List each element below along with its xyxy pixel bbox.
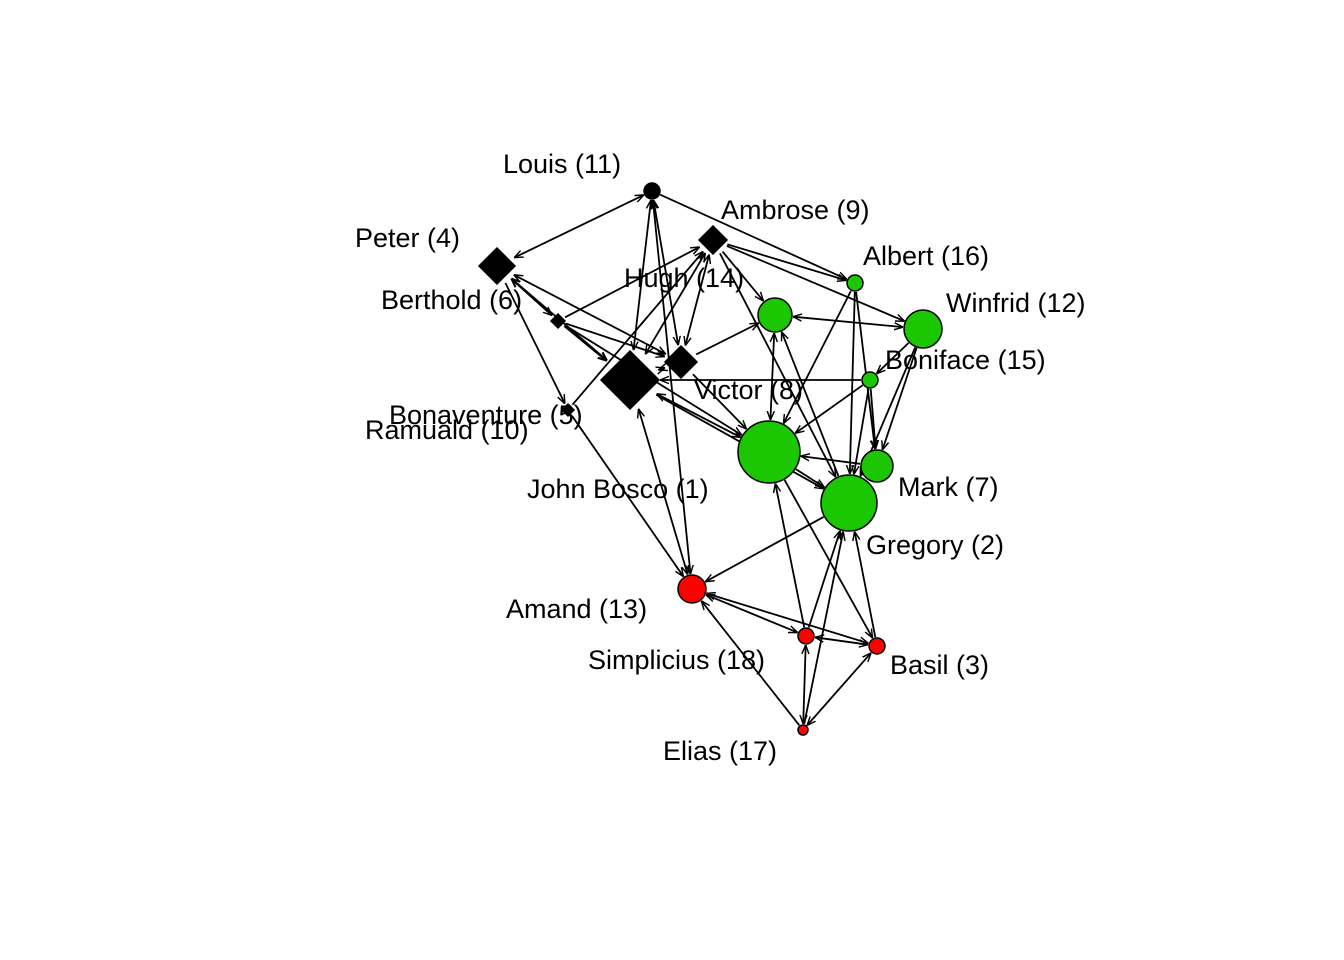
node-label-1: John Bosco (1) [527, 474, 709, 504]
edge-1-3 [783, 479, 873, 638]
node-16[interactable] [846, 274, 864, 292]
edge-16-1 [784, 290, 852, 424]
edge-9-16 [727, 243, 846, 280]
node-15[interactable] [861, 371, 879, 389]
node-12[interactable] [903, 309, 943, 349]
node-9[interactable] [697, 224, 729, 256]
edge-11-16 [659, 193, 847, 281]
edge-10-13 [639, 409, 688, 575]
node-13[interactable] [677, 574, 707, 604]
edge-13-18 [706, 593, 798, 634]
edge-14-2 [780, 332, 840, 477]
node-14[interactable] [757, 297, 793, 333]
node-18[interactable] [797, 627, 815, 645]
edge-7-1 [801, 456, 861, 465]
node-label-18: Simplicius (18) [588, 645, 765, 675]
node-label-8: Victor (8) [694, 375, 803, 405]
edge-2-3 [855, 532, 877, 638]
node-label-11: Louis (11) [503, 149, 621, 179]
edge-17-18 [803, 645, 806, 724]
edge-9-14 [721, 251, 764, 302]
node-label-9: Ambrose (9) [721, 195, 870, 225]
edge-layer [504, 193, 918, 726]
edge-14-1 [770, 333, 774, 420]
node-1[interactable] [737, 420, 801, 484]
edge-8-1 [692, 373, 747, 429]
edge-9-12 [726, 245, 905, 323]
edge-4-6 [511, 279, 552, 316]
node-label-14: Hugh (14) [624, 263, 744, 293]
edge-13-3 [706, 593, 868, 643]
edge-17-2 [803, 531, 843, 725]
edge-10-8 [658, 368, 665, 370]
edge-10-1 [657, 394, 741, 438]
edge-18-3 [815, 637, 868, 644]
edge-17-13 [701, 601, 801, 726]
node-label-17: Elias (17) [663, 736, 777, 766]
node-11[interactable] [643, 182, 661, 200]
node-3[interactable] [868, 637, 886, 655]
node-6[interactable] [549, 312, 567, 330]
node-label-5: Bonaventure (5) [389, 400, 583, 430]
node-2[interactable] [820, 474, 878, 532]
edge-12-7 [882, 347, 918, 450]
label-layer: John Bosco (1) Gregory (2) Basil (3) Peter … [355, 149, 1086, 766]
node-label-4: Peter (4) [355, 223, 460, 253]
edge-16-2 [850, 291, 856, 474]
edge-1-2 [795, 468, 825, 487]
node-label-16: Albert (16) [863, 241, 989, 271]
edge-15-12 [877, 342, 910, 374]
edge-15-2 [854, 388, 870, 475]
node-label-3: Basil (3) [890, 650, 989, 680]
node-17[interactable] [797, 724, 809, 736]
edge-4-11 [514, 195, 644, 258]
node-label-6: Berthold (6) [381, 285, 522, 315]
edge-9-8 [685, 255, 709, 346]
node-label-7: Mark (7) [898, 472, 999, 502]
edge-15-1 [795, 384, 864, 433]
edge-8-14 [695, 323, 759, 356]
edge-6-10 [563, 325, 607, 361]
edge-17-3 [807, 653, 871, 726]
edge-13-2 [705, 516, 825, 582]
edge-18-2 [807, 531, 840, 628]
node-4[interactable] [477, 246, 517, 286]
node-8[interactable] [663, 344, 699, 380]
node-label-13: Amand (13) [506, 594, 647, 624]
node-label-2: Gregory (2) [866, 530, 1004, 560]
node-10[interactable] [599, 349, 661, 411]
edge-14-12 [793, 317, 903, 327]
edge-15-7 [869, 388, 876, 449]
node-label-15: Boniface (15) [885, 345, 1046, 375]
edge-18-1 [775, 483, 806, 628]
node-label-10: Ramuald (10) [365, 415, 529, 445]
node-7[interactable] [860, 449, 894, 483]
node-label-12: Winfrid (12) [946, 288, 1086, 318]
edge-16-7 [855, 291, 875, 449]
node-layer [477, 182, 943, 736]
node-5[interactable] [560, 402, 576, 418]
